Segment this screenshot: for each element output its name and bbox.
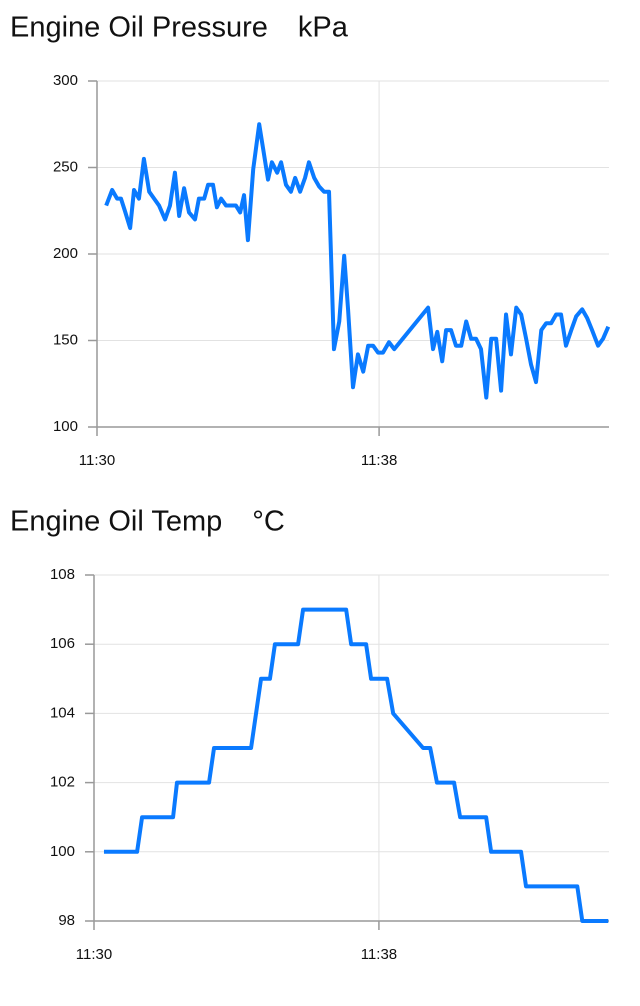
chart-unit: °C <box>252 506 285 538</box>
y-tick-label: 104 <box>50 704 75 721</box>
x-tick-label: 11:38 <box>361 946 397 963</box>
data-line <box>103 607 609 923</box>
y-tick-label: 250 <box>53 158 78 175</box>
y-tick-label: 108 <box>50 566 75 583</box>
y-tick-label: 100 <box>50 843 75 860</box>
y-tick-label: 200 <box>53 245 78 262</box>
y-tick-label: 98 <box>58 912 75 929</box>
y-tick-label: 300 <box>53 72 78 89</box>
y-tick-label: 106 <box>50 635 75 652</box>
y-tick-label: 150 <box>53 331 78 348</box>
x-tick-label: 11:38 <box>361 452 397 469</box>
chart-unit: kPa <box>298 12 349 44</box>
x-tick-label: 11:30 <box>76 946 112 963</box>
data-line <box>104 122 611 400</box>
chart-title: Engine Oil Temp <box>10 506 222 538</box>
y-tick-label: 102 <box>50 774 75 791</box>
chart-title: Engine Oil Pressure <box>10 12 268 44</box>
x-tick-label: 11:30 <box>79 452 115 469</box>
y-tick-label: 100 <box>53 418 78 435</box>
